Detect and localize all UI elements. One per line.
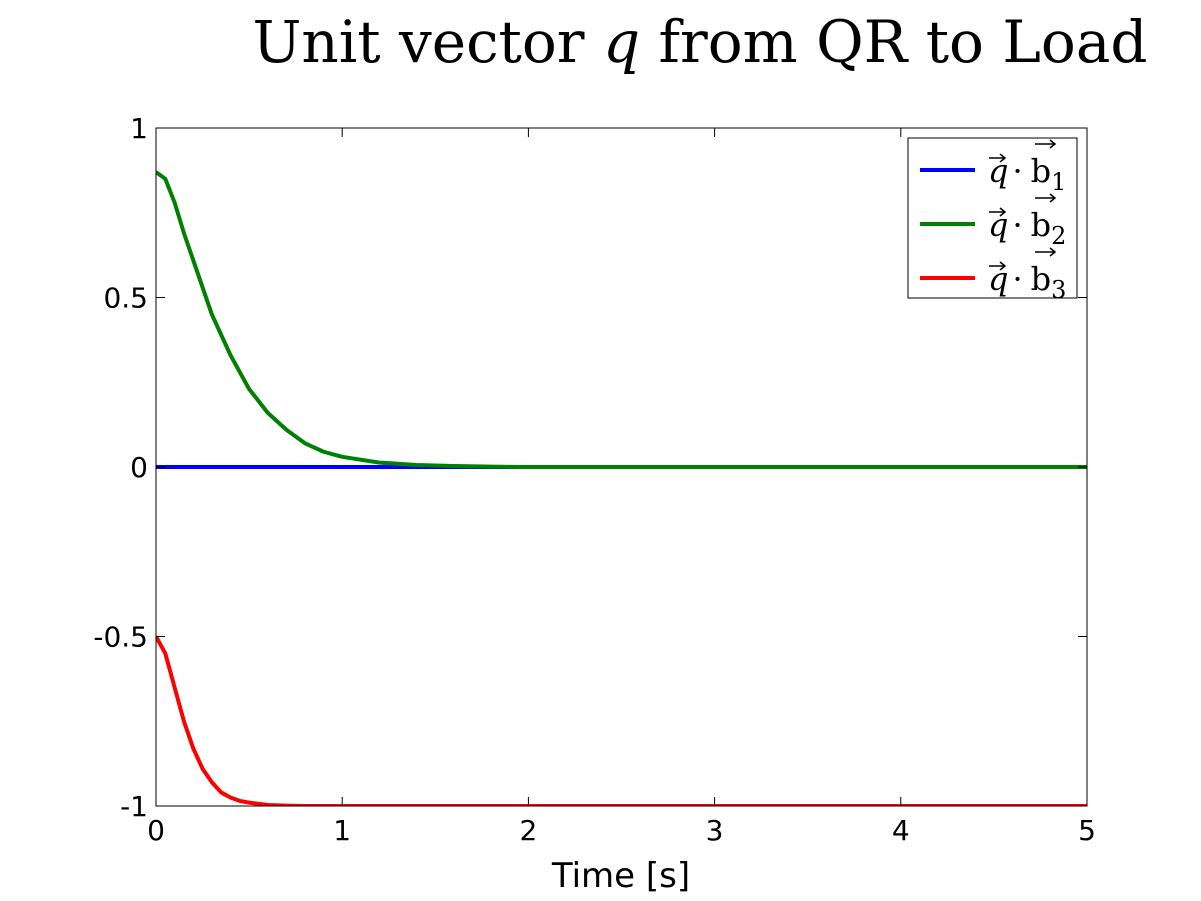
x-tick-label: 4 xyxy=(892,814,910,847)
legend: q · b1q · b2q · b3 xyxy=(907,137,1078,304)
vector-arrowhead-icon xyxy=(1049,139,1057,149)
vector-arrowhead-icon xyxy=(999,261,1007,271)
chart-title: Unit vector q from QR to Load xyxy=(252,8,1147,76)
x-tick-label: 1 xyxy=(333,814,351,847)
legend-label-1: q · b1 xyxy=(988,152,1066,196)
legend-label-dot: · xyxy=(1012,206,1022,244)
legend-label-subscript: 1 xyxy=(1051,168,1066,196)
chart-title-symbol: q xyxy=(603,8,640,76)
series-layer xyxy=(156,170,1087,806)
y-tick-label: 1 xyxy=(130,112,148,145)
legend-label-2: q · b2 xyxy=(988,206,1066,250)
legend-label-dot: · xyxy=(1012,152,1022,190)
vector-arrowhead-icon xyxy=(1049,193,1057,203)
legend-label-q: q xyxy=(988,206,1008,244)
tick-layer: 0 1 2 3 4 5 -1 -0.5 0 0.5 1 xyxy=(93,112,1096,847)
legend-label-3: q · b3 xyxy=(988,260,1066,304)
vector-arrowhead-icon xyxy=(999,153,1007,163)
x-tick-label: 0 xyxy=(147,814,165,847)
chart-title-suffix: from QR to Load xyxy=(640,8,1147,76)
vector-arrowhead-icon xyxy=(1049,247,1057,257)
y-tick-label: -0.5 xyxy=(93,621,148,654)
y-tick-label: 0 xyxy=(130,451,148,484)
chart-title-prefix: Unit vector xyxy=(252,8,603,76)
legend-label-q: q xyxy=(988,152,1008,190)
series-line-3 xyxy=(156,635,1087,806)
legend-label-subscript: 3 xyxy=(1051,276,1066,304)
legend-label-b: b xyxy=(1031,152,1051,190)
x-tick-label: 5 xyxy=(1078,814,1096,847)
series-line-2 xyxy=(156,170,1087,469)
legend-items: q · b1q · b2q · b3 xyxy=(920,139,1066,304)
legend-box xyxy=(907,137,1078,299)
x-tick-label: 2 xyxy=(519,814,537,847)
legend-label-b: b xyxy=(1031,206,1051,244)
vector-arrowhead-icon xyxy=(999,207,1007,217)
x-tick-label: 3 xyxy=(706,814,724,847)
legend-label-dot: · xyxy=(1012,260,1022,298)
x-axis-label: Time [s] xyxy=(551,856,690,896)
legend-label-subscript: 2 xyxy=(1051,222,1066,250)
y-tick-label: -1 xyxy=(120,790,148,823)
legend-label-b: b xyxy=(1031,260,1051,298)
legend-label-q: q xyxy=(988,260,1008,298)
y-tick-label: 0.5 xyxy=(103,282,148,315)
